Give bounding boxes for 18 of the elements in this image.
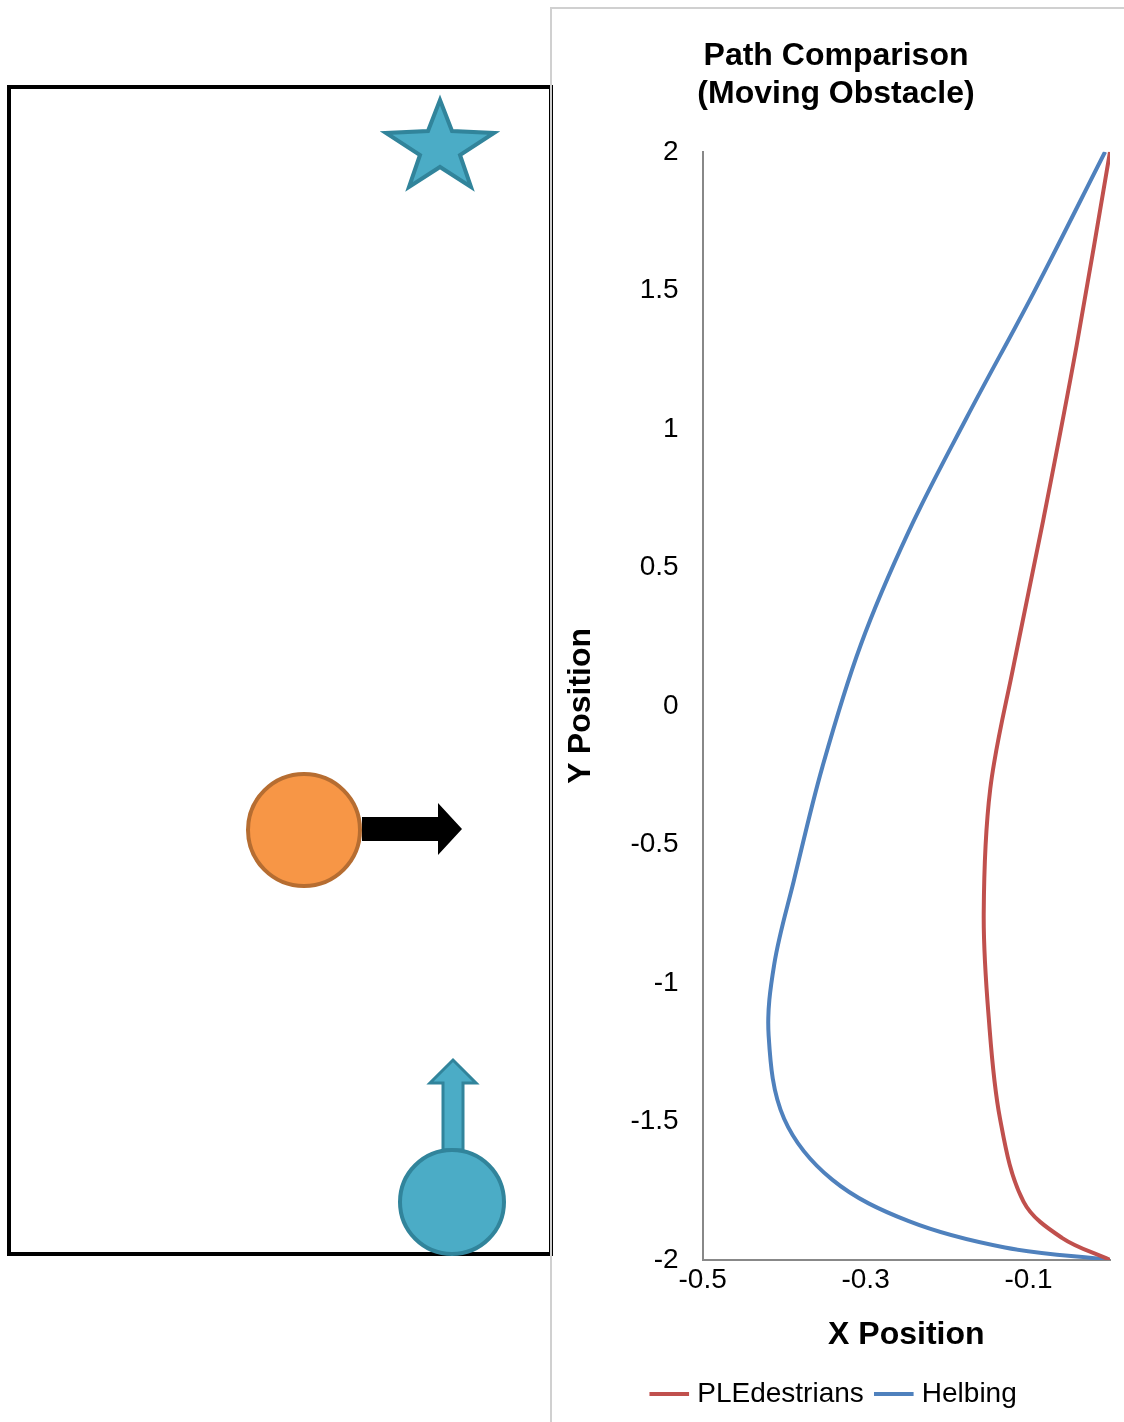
x-axis-title: X Position <box>828 1314 985 1351</box>
y-tick-label: 0.5 <box>639 550 679 582</box>
y-tick-label: 1 <box>663 411 679 443</box>
y-tick-label: -2 <box>653 1242 679 1274</box>
y-axis-title: Y Position <box>561 627 598 784</box>
x-tick-label: -0.3 <box>841 1262 890 1294</box>
y-tick-label: -1 <box>653 965 679 997</box>
text: Path Comparison <box>703 36 969 73</box>
y-tick-label: -0.5 <box>630 827 679 859</box>
text: (Moving Obstacle) <box>697 74 975 111</box>
x-tick-label: -0.1 <box>1004 1262 1053 1294</box>
legend-label: Helbing <box>921 1376 1017 1408</box>
y-tick-label: 2 <box>663 134 679 166</box>
line-series <box>981 151 1110 1260</box>
y-tick-label: 0 <box>663 688 679 720</box>
y-tick-label: 1.5 <box>639 273 679 305</box>
y-tick-label: -1.5 <box>630 1104 679 1136</box>
legend-label: PLEdestrians <box>697 1376 864 1408</box>
